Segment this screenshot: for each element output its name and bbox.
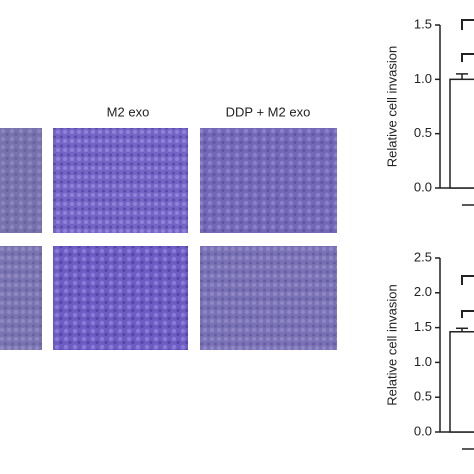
micrograph-tint [0, 128, 42, 233]
bracket [461, 53, 474, 62]
micrograph [53, 128, 188, 233]
micrograph-tint [0, 246, 42, 350]
panel-label: DDP + M2 exo [226, 104, 311, 119]
y-tick-label: 0.5 [414, 389, 432, 404]
bracket [461, 310, 474, 318]
y-tick-label: 1.5 [414, 319, 432, 334]
micrograph [0, 246, 42, 350]
micrograph-tint [200, 128, 337, 233]
bar [449, 78, 474, 189]
y-tick-label: 0.0 [414, 179, 432, 194]
y-tick-label: 0.5 [414, 125, 432, 140]
y-tick-label: 1.5 [414, 16, 432, 31]
micrographs [0, 128, 337, 350]
y-tick-label: 2.5 [414, 249, 432, 264]
micrograph [53, 246, 188, 350]
y-axis-label: Relative cell invasion [384, 46, 399, 167]
bar [449, 331, 474, 433]
bracket [461, 275, 474, 285]
micrograph [200, 128, 337, 233]
micrograph [200, 246, 337, 350]
y-axis-label: Relative cell invasion [384, 284, 399, 405]
micrograph-tint [200, 246, 337, 350]
y-tick-label: 0.0 [414, 423, 432, 438]
panel-label: M2 exo [107, 104, 150, 119]
bracket [461, 19, 474, 30]
y-tick-label: 1.0 [414, 354, 432, 369]
micrograph [0, 128, 42, 233]
y-tick-label: 1.0 [414, 71, 432, 86]
significance-brackets [461, 19, 474, 318]
y-tick-label: 2.0 [414, 284, 432, 299]
